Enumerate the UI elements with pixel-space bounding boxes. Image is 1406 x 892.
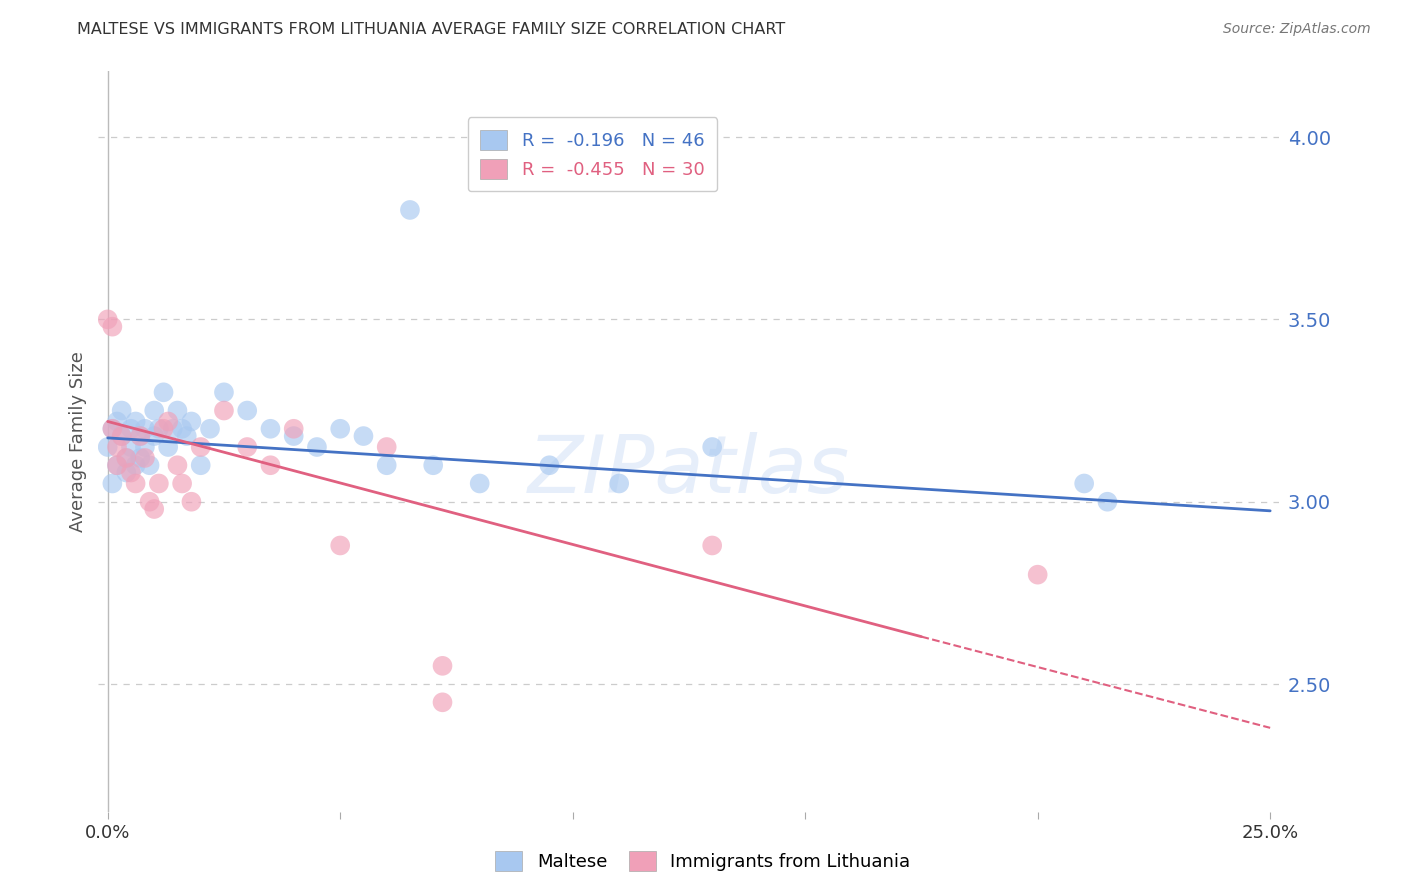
- Point: [129, 429, 152, 443]
- Point: [115, 450, 138, 465]
- Point: [143, 403, 166, 417]
- Point: [162, 422, 184, 436]
- Point: [212, 403, 235, 417]
- Point: [176, 429, 198, 443]
- Point: [115, 466, 138, 480]
- Point: [432, 658, 454, 673]
- Point: [101, 476, 124, 491]
- Point: [129, 450, 152, 465]
- Point: [157, 440, 180, 454]
- Point: [111, 429, 134, 443]
- Point: [607, 476, 630, 491]
- Point: [134, 440, 156, 454]
- Point: [212, 385, 235, 400]
- Point: [166, 403, 188, 417]
- Point: [148, 422, 170, 436]
- Legend: R =  -0.196   N = 46, R =  -0.455   N = 30: R = -0.196 N = 46, R = -0.455 N = 30: [468, 118, 717, 192]
- Point: [468, 476, 491, 491]
- Point: [283, 429, 305, 443]
- Point: [105, 440, 128, 454]
- Point: [1097, 494, 1119, 508]
- Point: [120, 422, 142, 436]
- Point: [111, 429, 134, 443]
- Point: [124, 415, 146, 429]
- Point: [124, 476, 146, 491]
- Point: [236, 440, 259, 454]
- Point: [172, 476, 194, 491]
- Point: [353, 429, 375, 443]
- Point: [148, 476, 170, 491]
- Point: [236, 403, 259, 417]
- Point: [180, 415, 202, 429]
- Point: [138, 494, 160, 508]
- Point: [702, 539, 724, 553]
- Point: [134, 450, 156, 465]
- Point: [101, 422, 124, 436]
- Point: [399, 202, 422, 217]
- Point: [105, 458, 128, 473]
- Point: [152, 385, 174, 400]
- Point: [120, 440, 142, 454]
- Point: [702, 440, 724, 454]
- Legend: Maltese, Immigrants from Lithuania: Maltese, Immigrants from Lithuania: [488, 844, 918, 879]
- Text: ZIPatlas: ZIPatlas: [527, 432, 851, 510]
- Point: [1073, 476, 1095, 491]
- Point: [190, 440, 212, 454]
- Point: [432, 695, 454, 709]
- Point: [375, 440, 398, 454]
- Point: [143, 429, 166, 443]
- Point: [101, 319, 124, 334]
- Y-axis label: Average Family Size: Average Family Size: [69, 351, 87, 532]
- Point: [143, 502, 166, 516]
- Point: [105, 458, 128, 473]
- Point: [97, 440, 120, 454]
- Point: [283, 422, 305, 436]
- Point: [259, 422, 281, 436]
- Point: [129, 429, 152, 443]
- Point: [259, 458, 281, 473]
- Point: [305, 440, 328, 454]
- Point: [101, 422, 124, 436]
- Point: [105, 415, 128, 429]
- Point: [172, 422, 194, 436]
- Point: [329, 539, 352, 553]
- Point: [180, 494, 202, 508]
- Point: [111, 403, 134, 417]
- Text: Source: ZipAtlas.com: Source: ZipAtlas.com: [1223, 22, 1371, 37]
- Point: [375, 458, 398, 473]
- Point: [134, 422, 156, 436]
- Point: [198, 422, 221, 436]
- Point: [157, 415, 180, 429]
- Point: [1026, 567, 1049, 582]
- Point: [138, 458, 160, 473]
- Point: [190, 458, 212, 473]
- Point: [115, 450, 138, 465]
- Point: [538, 458, 561, 473]
- Point: [329, 422, 352, 436]
- Point: [120, 466, 142, 480]
- Point: [422, 458, 444, 473]
- Text: MALTESE VS IMMIGRANTS FROM LITHUANIA AVERAGE FAMILY SIZE CORRELATION CHART: MALTESE VS IMMIGRANTS FROM LITHUANIA AVE…: [77, 22, 786, 37]
- Point: [166, 458, 188, 473]
- Point: [124, 458, 146, 473]
- Point: [152, 422, 174, 436]
- Point: [97, 312, 120, 326]
